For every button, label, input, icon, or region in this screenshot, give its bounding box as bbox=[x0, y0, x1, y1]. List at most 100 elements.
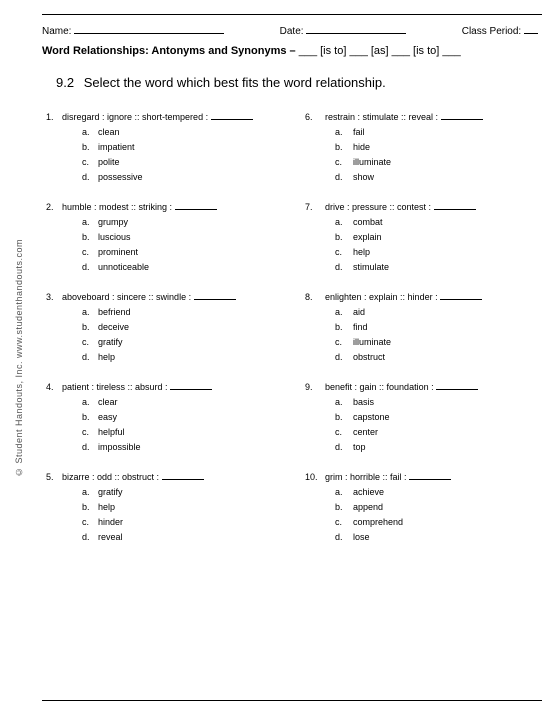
answer-blank[interactable] bbox=[440, 292, 482, 300]
answer-blank[interactable] bbox=[409, 472, 451, 480]
option[interactable]: c.illuminate bbox=[305, 157, 542, 167]
answer-blank[interactable] bbox=[170, 382, 212, 390]
option[interactable]: b.luscious bbox=[46, 232, 283, 242]
question-number: 1. bbox=[46, 112, 62, 122]
option[interactable]: b.deceive bbox=[46, 322, 283, 332]
option[interactable]: c.helpful bbox=[46, 427, 283, 437]
option-text: help bbox=[353, 247, 370, 257]
date-field[interactable]: Date: bbox=[280, 25, 407, 37]
option-text: help bbox=[98, 352, 115, 362]
option[interactable]: d.impossible bbox=[46, 442, 283, 452]
name-field[interactable]: Name: bbox=[42, 25, 224, 37]
option[interactable]: c.help bbox=[305, 247, 542, 257]
option-letter: c. bbox=[335, 247, 353, 257]
option-text: reveal bbox=[98, 532, 123, 542]
question-stem: 1.disregard : ignore :: short-tempered : bbox=[46, 112, 283, 122]
date-blank[interactable] bbox=[306, 25, 406, 34]
question-text: enlighten : explain :: hinder : bbox=[325, 292, 542, 302]
option[interactable]: b.append bbox=[305, 502, 542, 512]
option[interactable]: c.polite bbox=[46, 157, 283, 167]
option[interactable]: c.illuminate bbox=[305, 337, 542, 347]
option-letter: a. bbox=[335, 127, 353, 137]
option[interactable]: c.comprehend bbox=[305, 517, 542, 527]
question-text: patient : tireless :: absurd : bbox=[62, 382, 283, 392]
answer-blank[interactable] bbox=[175, 202, 217, 210]
option[interactable]: a.aid bbox=[305, 307, 542, 317]
option-text: explain bbox=[353, 232, 382, 242]
option[interactable]: a.befriend bbox=[46, 307, 283, 317]
answer-blank[interactable] bbox=[436, 382, 478, 390]
period-field[interactable]: Class Period: bbox=[462, 25, 538, 37]
option[interactable]: d.possessive bbox=[46, 172, 283, 182]
section-heading: 9.2 Select the word which best fits the … bbox=[56, 75, 542, 90]
option[interactable]: a.basis bbox=[305, 397, 542, 407]
option[interactable]: a.grumpy bbox=[46, 217, 283, 227]
option-text: polite bbox=[98, 157, 120, 167]
option[interactable]: b.explain bbox=[305, 232, 542, 242]
option[interactable]: b.hide bbox=[305, 142, 542, 152]
question-number: 4. bbox=[46, 382, 62, 392]
right-column: 6.restrain : stimulate :: reveal : a.fai… bbox=[305, 112, 542, 562]
option-letter: d. bbox=[82, 442, 98, 452]
option[interactable]: c.prominent bbox=[46, 247, 283, 257]
option[interactable]: d.show bbox=[305, 172, 542, 182]
option[interactable]: a.gratify bbox=[46, 487, 283, 497]
answer-blank[interactable] bbox=[434, 202, 476, 210]
option[interactable]: d.obstruct bbox=[305, 352, 542, 362]
option[interactable]: c.center bbox=[305, 427, 542, 437]
answer-blank[interactable] bbox=[441, 112, 483, 120]
option-letter: c. bbox=[82, 517, 98, 527]
period-blank[interactable] bbox=[524, 25, 538, 34]
option[interactable]: b.capstone bbox=[305, 412, 542, 422]
option[interactable]: d.reveal bbox=[46, 532, 283, 542]
question-text: grim : horrible :: fail : bbox=[325, 472, 542, 482]
question-text: bizarre : odd :: obstruct : bbox=[62, 472, 283, 482]
option-text: befriend bbox=[98, 307, 131, 317]
title-pattern: ___ [is to] ___ [as] ___ [is to] ___ bbox=[299, 45, 461, 57]
option-text: basis bbox=[353, 397, 374, 407]
section-number: 9.2 bbox=[56, 75, 74, 90]
question-text: humble : modest :: striking : bbox=[62, 202, 283, 212]
option[interactable]: c.hinder bbox=[46, 517, 283, 527]
question-text: disregard : ignore :: short-tempered : bbox=[62, 112, 283, 122]
question-stem: 3.aboveboard : sincere :: swindle : bbox=[46, 292, 283, 302]
option-text: aid bbox=[353, 307, 365, 317]
question-stem: 6.restrain : stimulate :: reveal : bbox=[305, 112, 542, 122]
option[interactable]: b.help bbox=[46, 502, 283, 512]
name-blank[interactable] bbox=[74, 25, 224, 34]
option[interactable]: d.unnoticeable bbox=[46, 262, 283, 272]
answer-blank[interactable] bbox=[194, 292, 236, 300]
option-text: capstone bbox=[353, 412, 390, 422]
option[interactable]: d.stimulate bbox=[305, 262, 542, 272]
question-number: 3. bbox=[46, 292, 62, 302]
option[interactable]: a.achieve bbox=[305, 487, 542, 497]
question-number: 7. bbox=[305, 202, 325, 212]
option-text: lose bbox=[353, 532, 370, 542]
option[interactable]: d.lose bbox=[305, 532, 542, 542]
option-text: luscious bbox=[98, 232, 131, 242]
option-text: impossible bbox=[98, 442, 141, 452]
option-text: clean bbox=[98, 127, 120, 137]
option[interactable]: b.impatient bbox=[46, 142, 283, 152]
question-stem: 8.enlighten : explain :: hinder : bbox=[305, 292, 542, 302]
option[interactable]: a.clean bbox=[46, 127, 283, 137]
option-text: comprehend bbox=[353, 517, 403, 527]
answer-blank[interactable] bbox=[211, 112, 253, 120]
option[interactable]: d.top bbox=[305, 442, 542, 452]
sidebar-credit: © Student Handouts, Inc. www.studenthand… bbox=[14, 238, 24, 476]
question-number: 8. bbox=[305, 292, 325, 302]
option[interactable]: b.find bbox=[305, 322, 542, 332]
option-text: help bbox=[98, 502, 115, 512]
option[interactable]: a.combat bbox=[305, 217, 542, 227]
option[interactable]: a.clear bbox=[46, 397, 283, 407]
option-text: hide bbox=[353, 142, 370, 152]
option-letter: b. bbox=[335, 502, 353, 512]
option[interactable]: b.easy bbox=[46, 412, 283, 422]
option[interactable]: c.gratify bbox=[46, 337, 283, 347]
option[interactable]: d.help bbox=[46, 352, 283, 362]
header-fields: Name: Date: Class Period: bbox=[42, 25, 542, 37]
answer-blank[interactable] bbox=[162, 472, 204, 480]
option[interactable]: a.fail bbox=[305, 127, 542, 137]
option-text: grumpy bbox=[98, 217, 128, 227]
option-letter: b. bbox=[335, 322, 353, 332]
